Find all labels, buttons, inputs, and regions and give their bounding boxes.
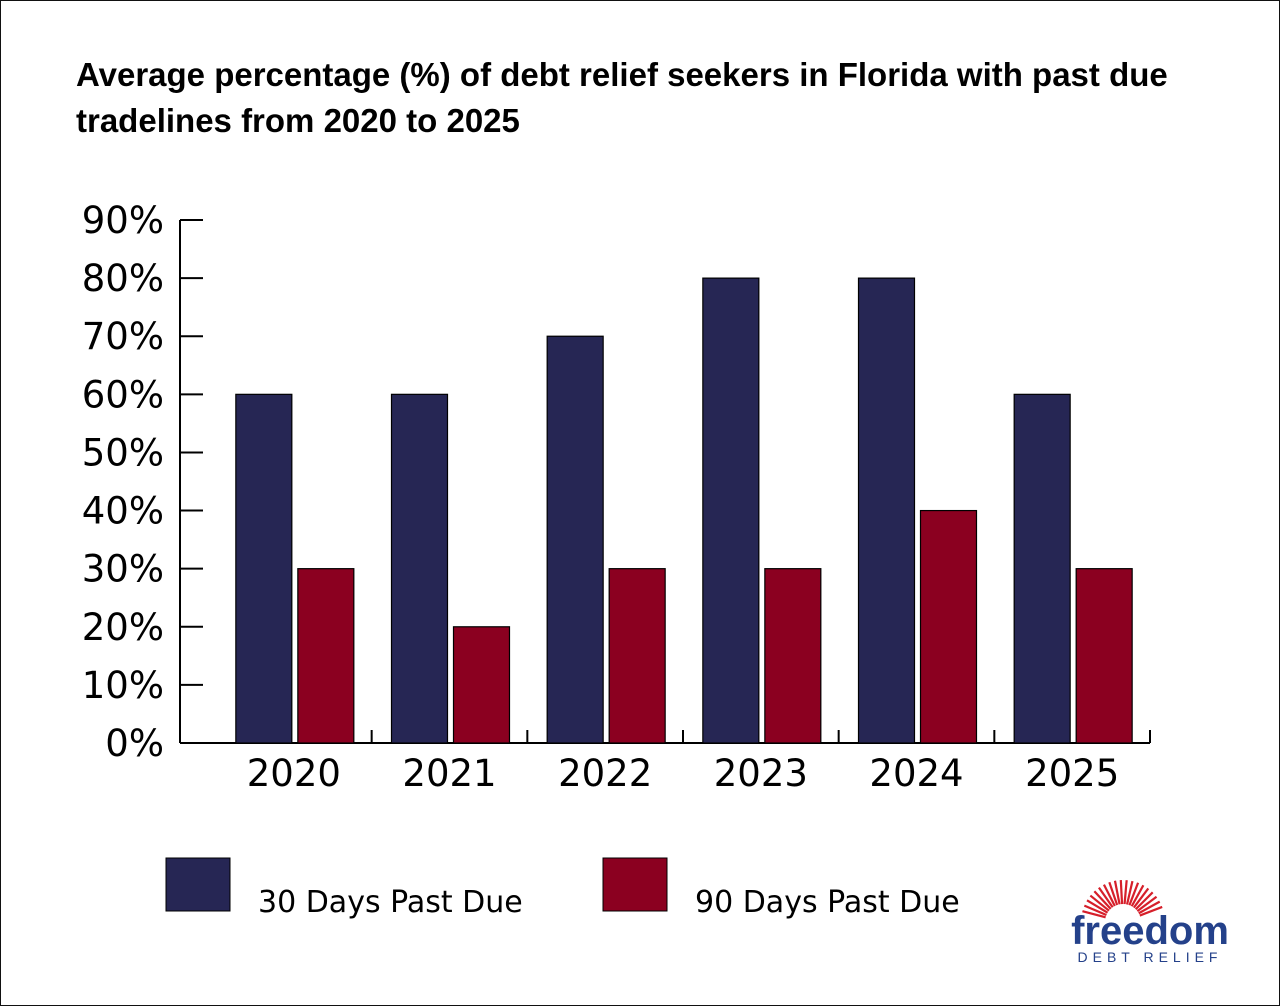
sun-ray: [1125, 880, 1134, 905]
sunburst-icon: [1082, 879, 1163, 919]
legend-swatch-30-days: [165, 857, 231, 912]
sun-ray: [1132, 887, 1150, 909]
chart-title: Average percentage (%) of debt relief se…: [76, 56, 1168, 139]
bar-90-days-2023: [764, 568, 822, 744]
sun-ray: [1089, 894, 1110, 912]
y-tick-label: 10%: [82, 664, 164, 707]
logo-brand-text: freedom: [1071, 909, 1229, 953]
sun-ray: [1136, 895, 1158, 913]
legend-label-90-days: 90 Days Past Due: [695, 885, 960, 920]
logo-tagline-text: DEBT RELIEF: [1078, 949, 1223, 965]
bar-90-days-2021: [452, 626, 511, 744]
x-category-label: 2025: [1025, 752, 1119, 795]
bar-30-days-2025: [1013, 393, 1071, 744]
bar-30-days-2020: [235, 393, 293, 744]
sun-ray: [1139, 905, 1163, 917]
y-tick-label: 40%: [82, 490, 164, 533]
bar-30-days-2023: [702, 277, 760, 744]
sun-ray: [1082, 910, 1106, 919]
y-tick-label: 70%: [82, 315, 164, 358]
legend-label-30-days: 30 Days Past Due: [258, 885, 523, 920]
y-axis: 0% 10% 20% 30% 40% 50% 60% 70% 80% 90%: [82, 199, 203, 765]
sun-ray: [1083, 904, 1107, 916]
legend-swatch-90-days: [602, 857, 668, 912]
x-category-label: 2024: [869, 752, 963, 795]
y-tick-label: 30%: [82, 548, 164, 591]
y-tick-label: 80%: [82, 257, 164, 300]
sun-ray: [1113, 880, 1121, 905]
sun-ray: [1108, 881, 1119, 906]
sun-ray: [1130, 884, 1145, 907]
sun-ray: [1134, 891, 1154, 911]
bar-90-days-2022: [608, 568, 666, 744]
category-labels: 2020 2021 2022 2023 2024 2025: [247, 752, 1120, 795]
x-category-label: 2021: [402, 752, 496, 795]
bar-30-days-2024: [857, 277, 916, 744]
y-tick-label: 0%: [105, 722, 164, 765]
x-category-label: 2023: [714, 752, 808, 795]
bar-90-days-2025: [1075, 568, 1133, 744]
sun-ray: [1102, 884, 1116, 907]
bars: [235, 277, 1133, 744]
y-tick-label: 60%: [82, 373, 164, 416]
y-tick-label: 20%: [82, 606, 164, 649]
y-tick-label: 50%: [82, 431, 164, 474]
x-category-label: 2020: [247, 752, 341, 795]
bar-30-days-2022: [546, 335, 604, 744]
x-category-label: 2022: [558, 752, 652, 795]
sun-ray: [1098, 886, 1114, 908]
bar-90-days-2020: [297, 568, 355, 744]
sun-ray: [1119, 879, 1124, 905]
sun-ray: [1128, 882, 1140, 906]
bar-90-days-2024: [919, 509, 978, 744]
sun-ray: [1093, 890, 1112, 910]
y-tick-label: 90%: [82, 199, 164, 242]
sun-ray: [1086, 899, 1109, 914]
sun-ray: [1123, 880, 1128, 905]
legend: 30 Days Past Due 90 Days Past Due: [165, 857, 960, 920]
sun-ray: [1138, 900, 1161, 915]
bar-30-days-2021: [390, 393, 449, 744]
